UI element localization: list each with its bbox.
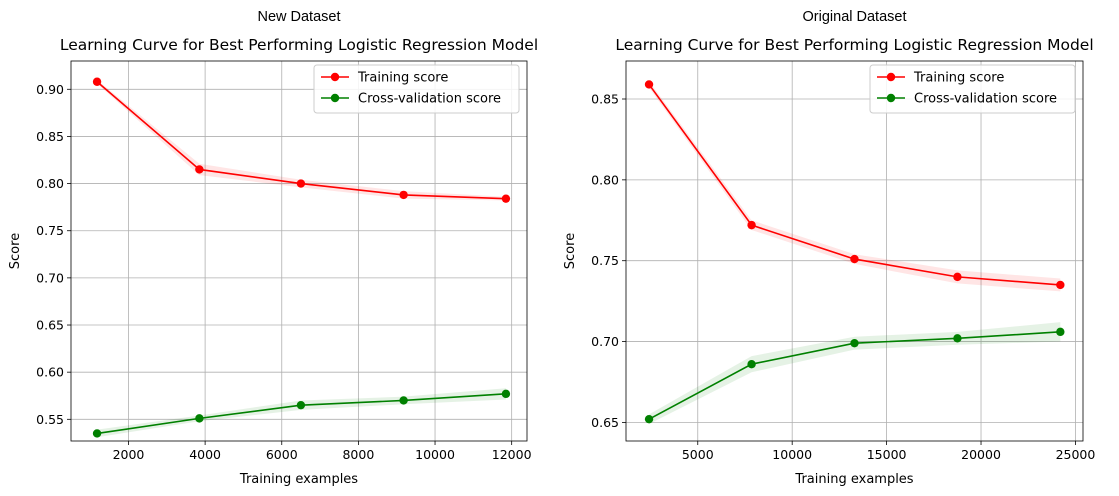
chart-2-ytick-label-2: 0.75 — [591, 253, 619, 268]
chart-2-series-1-point-4 — [953, 272, 962, 282]
chart-1-xtick-label-1: 4000 — [189, 447, 221, 462]
chart-1-xtick-label-4: 10000 — [415, 447, 455, 462]
chart-1-series-2-point-2 — [195, 414, 204, 423]
chart-2-series-2-band — [649, 322, 1061, 425]
chart-1-ytick-label-7: 0.90 — [36, 82, 64, 97]
chart-1-xlabel: Training examples — [239, 472, 358, 487]
chart-1-legend-marker-1 — [330, 72, 340, 82]
chart-1-series-2-point-3 — [296, 400, 306, 410]
chart-2-xtick-label-0: 5000 — [682, 447, 714, 462]
chart-1-series-1-point-1 — [92, 77, 102, 86]
chart-1-ytick-label-6: 0.85 — [36, 129, 64, 144]
chart-2-suptitle: Original Dataset — [803, 9, 907, 25]
chart-1-series-1-point-4 — [399, 190, 408, 200]
chart-1-legend: Training score Cross-validation score — [313, 64, 520, 114]
chart-1-series-2-point-4 — [399, 396, 408, 405]
chart-2-xtick-label-2: 15000 — [867, 447, 907, 462]
chart-1-legend-label-1: Training score — [357, 71, 448, 86]
chart-2-ytick-label-3: 0.80 — [591, 172, 619, 187]
chart-2-title: Learning Curve for Best Performing Logis… — [615, 36, 1093, 54]
chart-1-title: Learning Curve for Best Performing Logis… — [60, 36, 538, 54]
chart-2-legend-label-2: Cross-validation score — [914, 92, 1057, 107]
chart-1: New Dataset Learning Curve for Best Perfo… — [8, 9, 538, 487]
chart-2-series-2-point-3 — [850, 338, 859, 348]
chart-1-suptitle: New Dataset — [257, 9, 340, 25]
chart-2-xtick-label-1: 10000 — [772, 447, 812, 462]
chart-1-xtick-label-0: 2000 — [113, 447, 145, 462]
chart-2-series-1-point-1 — [644, 80, 654, 89]
chart-1-ylabel: Score — [8, 233, 23, 269]
chart-2-ytick-label-1: 0.70 — [591, 334, 619, 349]
chart-2-ylabel: Score — [563, 233, 578, 269]
chart-1-xtick-label-2: 6000 — [266, 447, 298, 462]
chart-2-series-2-point-1 — [644, 414, 654, 424]
chart-2-legend-box — [869, 64, 1076, 114]
chart-2-xtick-label-3: 20000 — [961, 447, 1001, 462]
chart-1-axes-frame — [70, 60, 528, 442]
chart-2-series-1-point-5 — [1056, 280, 1065, 290]
chart-2-ytick-label-0: 0.65 — [591, 415, 619, 430]
chart-2: Original Dataset Learning Curve for Best … — [563, 9, 1095, 487]
chart-2-series-1-point-2 — [747, 220, 756, 230]
chart-1-series-1-point-3 — [296, 179, 306, 188]
chart-1-ytick-label-1: 0.60 — [36, 365, 64, 380]
chart-1-legend-label-2: Cross-validation score — [358, 92, 501, 107]
chart-1-xtick-label-5: 12000 — [492, 447, 532, 462]
chart-1-ytick-label-0: 0.55 — [36, 412, 64, 427]
chart-1-ytick-label-4: 0.75 — [36, 223, 64, 238]
chart-2-xlabel: Training examples — [794, 472, 913, 487]
chart-2-series-2-point-2 — [747, 359, 756, 369]
chart-1-series-2-band — [97, 388, 506, 438]
chart-2-legend-label-1: Training score — [913, 71, 1004, 86]
chart-2-ytick-label-4: 0.85 — [591, 92, 619, 107]
chart-1-series-2-point-5 — [501, 389, 511, 399]
chart-2-legend-marker-2 — [886, 93, 896, 103]
chart-1-ytick-label-3: 0.70 — [36, 270, 64, 285]
chart-2-axes-frame — [625, 60, 1084, 442]
chart-1-xtick-label-3: 8000 — [342, 447, 374, 462]
chart-1-series-2-point-1 — [92, 429, 102, 438]
chart-1-series-1-point-2 — [195, 165, 204, 174]
chart-1-legend-box — [313, 64, 520, 114]
chart-1-series-1-point-5 — [501, 194, 511, 203]
chart-2-xtick-label-4: 25000 — [1056, 447, 1096, 462]
chart-2-series-2-point-4 — [953, 334, 962, 343]
chart-2-series-2-point-5 — [1056, 327, 1065, 337]
chart-2-legend-marker-1 — [886, 72, 896, 82]
chart-1-ytick-label-2: 0.65 — [36, 318, 64, 333]
chart-1-legend-marker-2 — [330, 93, 340, 103]
chart-1-ytick-label-5: 0.80 — [36, 176, 64, 191]
chart-2-series-1-point-3 — [850, 254, 859, 264]
chart-2-legend: Training score Cross-validation score — [869, 64, 1076, 114]
